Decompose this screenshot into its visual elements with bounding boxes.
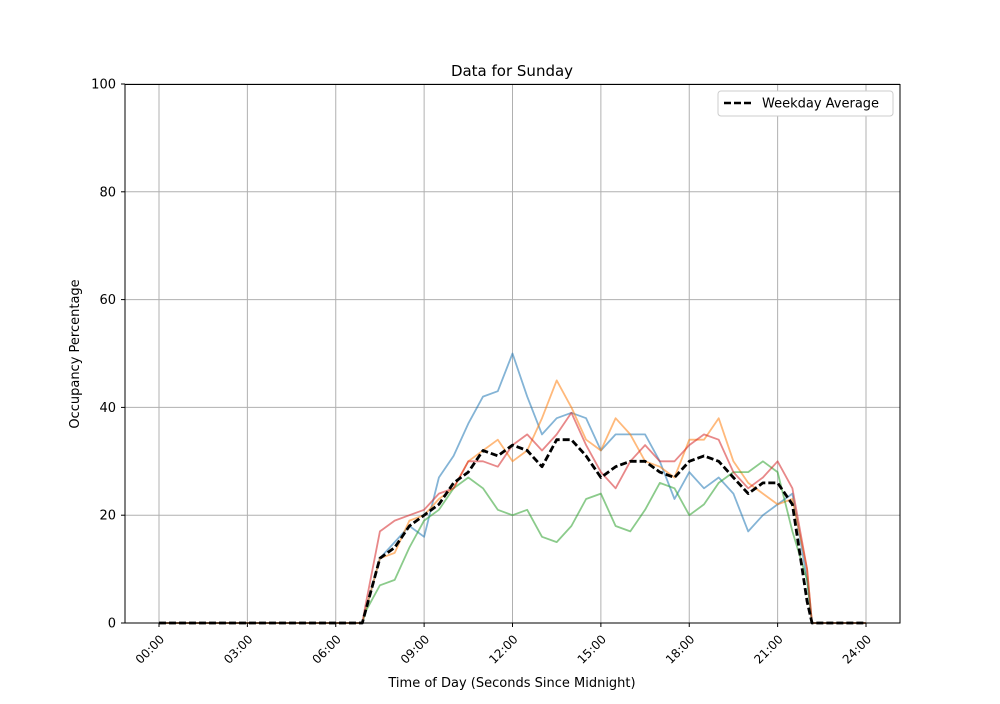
y-tick-label: 0 bbox=[108, 617, 116, 632]
y-tick-label: 60 bbox=[99, 293, 116, 308]
x-axis-label: Time of Day (Seconds Since Midnight) bbox=[387, 676, 635, 691]
series-line-2 bbox=[159, 379, 866, 624]
x-tick-label: 03:00 bbox=[221, 632, 255, 666]
y-tick-label: 80 bbox=[99, 185, 116, 200]
legend-label-weekday-average: Weekday Average bbox=[762, 97, 879, 112]
y-tick-label: 100 bbox=[91, 78, 116, 93]
x-tick-label: 00:00 bbox=[133, 632, 167, 666]
y-tick-label: 20 bbox=[99, 509, 116, 524]
y-tick-label: 40 bbox=[99, 401, 116, 416]
x-tick-label: 21:00 bbox=[751, 632, 785, 666]
series-line-4 bbox=[159, 411, 866, 624]
x-tick-label: 24:00 bbox=[840, 632, 874, 666]
x-tick-label: 18:00 bbox=[663, 632, 697, 666]
x-tick-label: 09:00 bbox=[398, 632, 432, 666]
legend-box bbox=[717, 90, 894, 117]
x-axis: 00:00 03:00 06:00 09:00 12:00 15:00 18:00 21:00… bbox=[133, 623, 874, 667]
y-axis-label: Occupancy Percentage bbox=[68, 279, 83, 428]
legend: Weekday Average bbox=[717, 90, 894, 117]
series-line-1 bbox=[159, 352, 866, 624]
x-tick-label: 06:00 bbox=[310, 632, 344, 666]
series-line-weekday-average bbox=[159, 438, 866, 625]
chart-title: Data for Sunday bbox=[451, 62, 573, 80]
x-tick-label: 15:00 bbox=[575, 632, 609, 666]
x-tick-label: 12:00 bbox=[486, 632, 520, 666]
series-lines bbox=[159, 352, 866, 625]
y-axis: 0 20 40 60 80 100 bbox=[91, 78, 125, 632]
series-line-3 bbox=[159, 460, 866, 624]
